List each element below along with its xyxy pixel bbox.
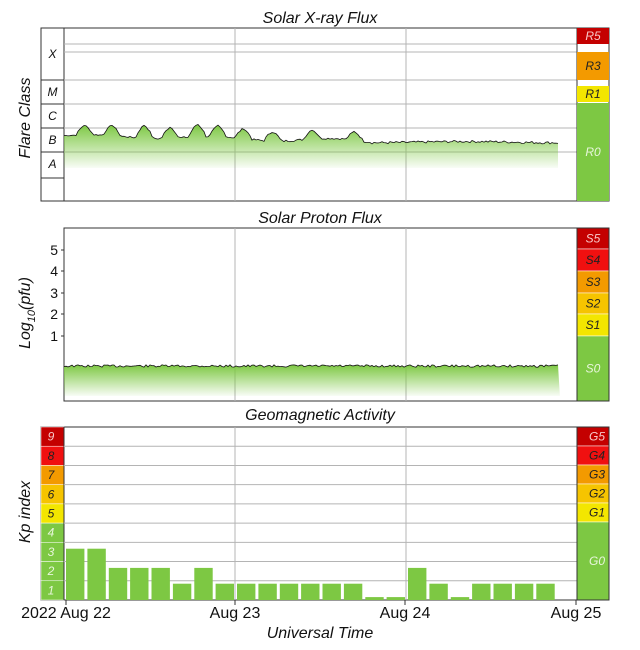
kp-bar — [108, 567, 128, 600]
proton-title: Solar Proton Flux — [258, 210, 383, 227]
radio-blackout-scale: R5 R3 R1 R0 — [576, 27, 610, 202]
geo-title: Geomagnetic Activity — [245, 407, 396, 424]
kp-bar — [301, 583, 320, 600]
geo-ylabel: Kp index — [17, 480, 34, 543]
kp-bar — [472, 583, 491, 600]
xray-flux-area — [63, 124, 559, 168]
proton-tick-label: 4 — [50, 263, 58, 279]
g-scale-label: G1 — [589, 506, 605, 520]
kp-label: 4 — [48, 526, 55, 540]
g-scale-cell-g0 — [576, 521, 610, 601]
kp-bar — [408, 567, 427, 600]
r-scale-cell-r5 — [577, 28, 609, 44]
xray-flux-fill — [64, 124, 558, 168]
r-scale-label: R5 — [585, 29, 601, 43]
kp-label: 7 — [48, 468, 56, 482]
g-scale-label: G5 — [589, 430, 605, 444]
r-scale-label: R0 — [585, 145, 601, 159]
xray-frame — [40, 27, 610, 202]
kp-bar — [87, 548, 106, 600]
kp-label: 5 — [48, 507, 55, 521]
x-axis-label: Universal Time — [267, 625, 374, 642]
g-scale-label: G2 — [589, 487, 605, 501]
kp-bar — [258, 583, 277, 600]
geo-grid — [64, 427, 577, 600]
kp-bar — [450, 597, 470, 600]
proton-flux-line — [63, 364, 559, 368]
s-scale-label: S0 — [586, 362, 601, 376]
proton-tick-label: 5 — [50, 242, 58, 258]
flare-class-label: X — [47, 47, 57, 61]
kp-bar — [536, 583, 555, 600]
kp-bar — [514, 583, 534, 600]
proton-y-ticks: 5 4 3 2 1 — [50, 242, 64, 344]
kp-bar — [365, 597, 384, 600]
g-scale-label: G0 — [589, 554, 605, 568]
time-tick-label: Aug 23 — [210, 605, 261, 622]
kp-bar — [172, 583, 192, 600]
kp-bars — [66, 548, 555, 600]
xray-flux-line — [63, 124, 559, 145]
kp-index-column: 9 8 7 6 5 4 3 2 1 — [40, 426, 65, 601]
r-scale-label: R3 — [585, 59, 601, 73]
kp-bar — [130, 567, 149, 600]
kp-bar — [151, 567, 170, 600]
flare-class-label: M — [48, 85, 58, 99]
g-scale-label: G4 — [589, 449, 605, 463]
flare-class-label: C — [48, 109, 57, 123]
time-tick-label: Aug 24 — [380, 605, 431, 622]
time-tick-label: Aug 25 — [551, 605, 602, 622]
proton-flux-area — [63, 364, 560, 396]
proton-tick-label: 1 — [50, 328, 58, 344]
kp-bar — [215, 583, 234, 600]
time-tick-label: 2022 Aug 22 — [21, 605, 111, 622]
kp-label: 1 — [48, 583, 55, 597]
proton-ylabel: Log10(pfu) — [17, 277, 38, 349]
s-scale-label: S3 — [586, 275, 601, 289]
kp-bar — [386, 597, 405, 600]
kp-bar — [279, 583, 299, 600]
g-scale-frame — [576, 426, 610, 601]
s-scale-frame — [576, 227, 610, 402]
kp-label: 8 — [48, 449, 55, 463]
proton-flux-fill — [64, 364, 560, 396]
g-scale-label: G3 — [589, 468, 605, 482]
s-scale-label: S1 — [586, 318, 601, 332]
kp-label: 3 — [48, 545, 55, 559]
kp-label: 2 — [47, 564, 55, 578]
proton-tick-label: 3 — [50, 285, 58, 301]
flare-class-label: B — [48, 133, 56, 147]
xray-title: Solar X-ray Flux — [263, 10, 379, 27]
kp-bar — [66, 548, 85, 600]
r-scale-cell-r0 — [577, 103, 609, 201]
proton-tick-label: 2 — [50, 306, 58, 322]
kp-label: 9 — [48, 430, 55, 444]
kp-bar — [493, 583, 512, 600]
s-scale-label: S2 — [586, 297, 601, 311]
s-scale-label: S5 — [586, 232, 601, 246]
solar-radiation-scale: S5 S4 S3 S2 S1 S0 — [576, 227, 610, 402]
s-scale-label: S4 — [586, 253, 601, 267]
kp-bar — [343, 583, 363, 600]
kp-bar — [194, 567, 213, 600]
r-scale-cell-r3 — [577, 52, 609, 80]
xray-ylabel: Flare Class — [17, 78, 34, 159]
kp-bar — [429, 583, 448, 600]
r-scale-label: R1 — [585, 87, 600, 101]
flare-class-label: A — [47, 157, 56, 171]
time-axis: 2022 Aug 22 Aug 23 Aug 24 Aug 25 — [21, 600, 601, 622]
kp-bar — [237, 583, 256, 600]
kp-label: 6 — [48, 487, 55, 501]
r-scale-cell-r1 — [577, 86, 609, 102]
kp-bar — [322, 583, 341, 600]
geomagnetic-storm-scale: G5 G4 G3 G2 G1 G0 — [576, 426, 610, 601]
